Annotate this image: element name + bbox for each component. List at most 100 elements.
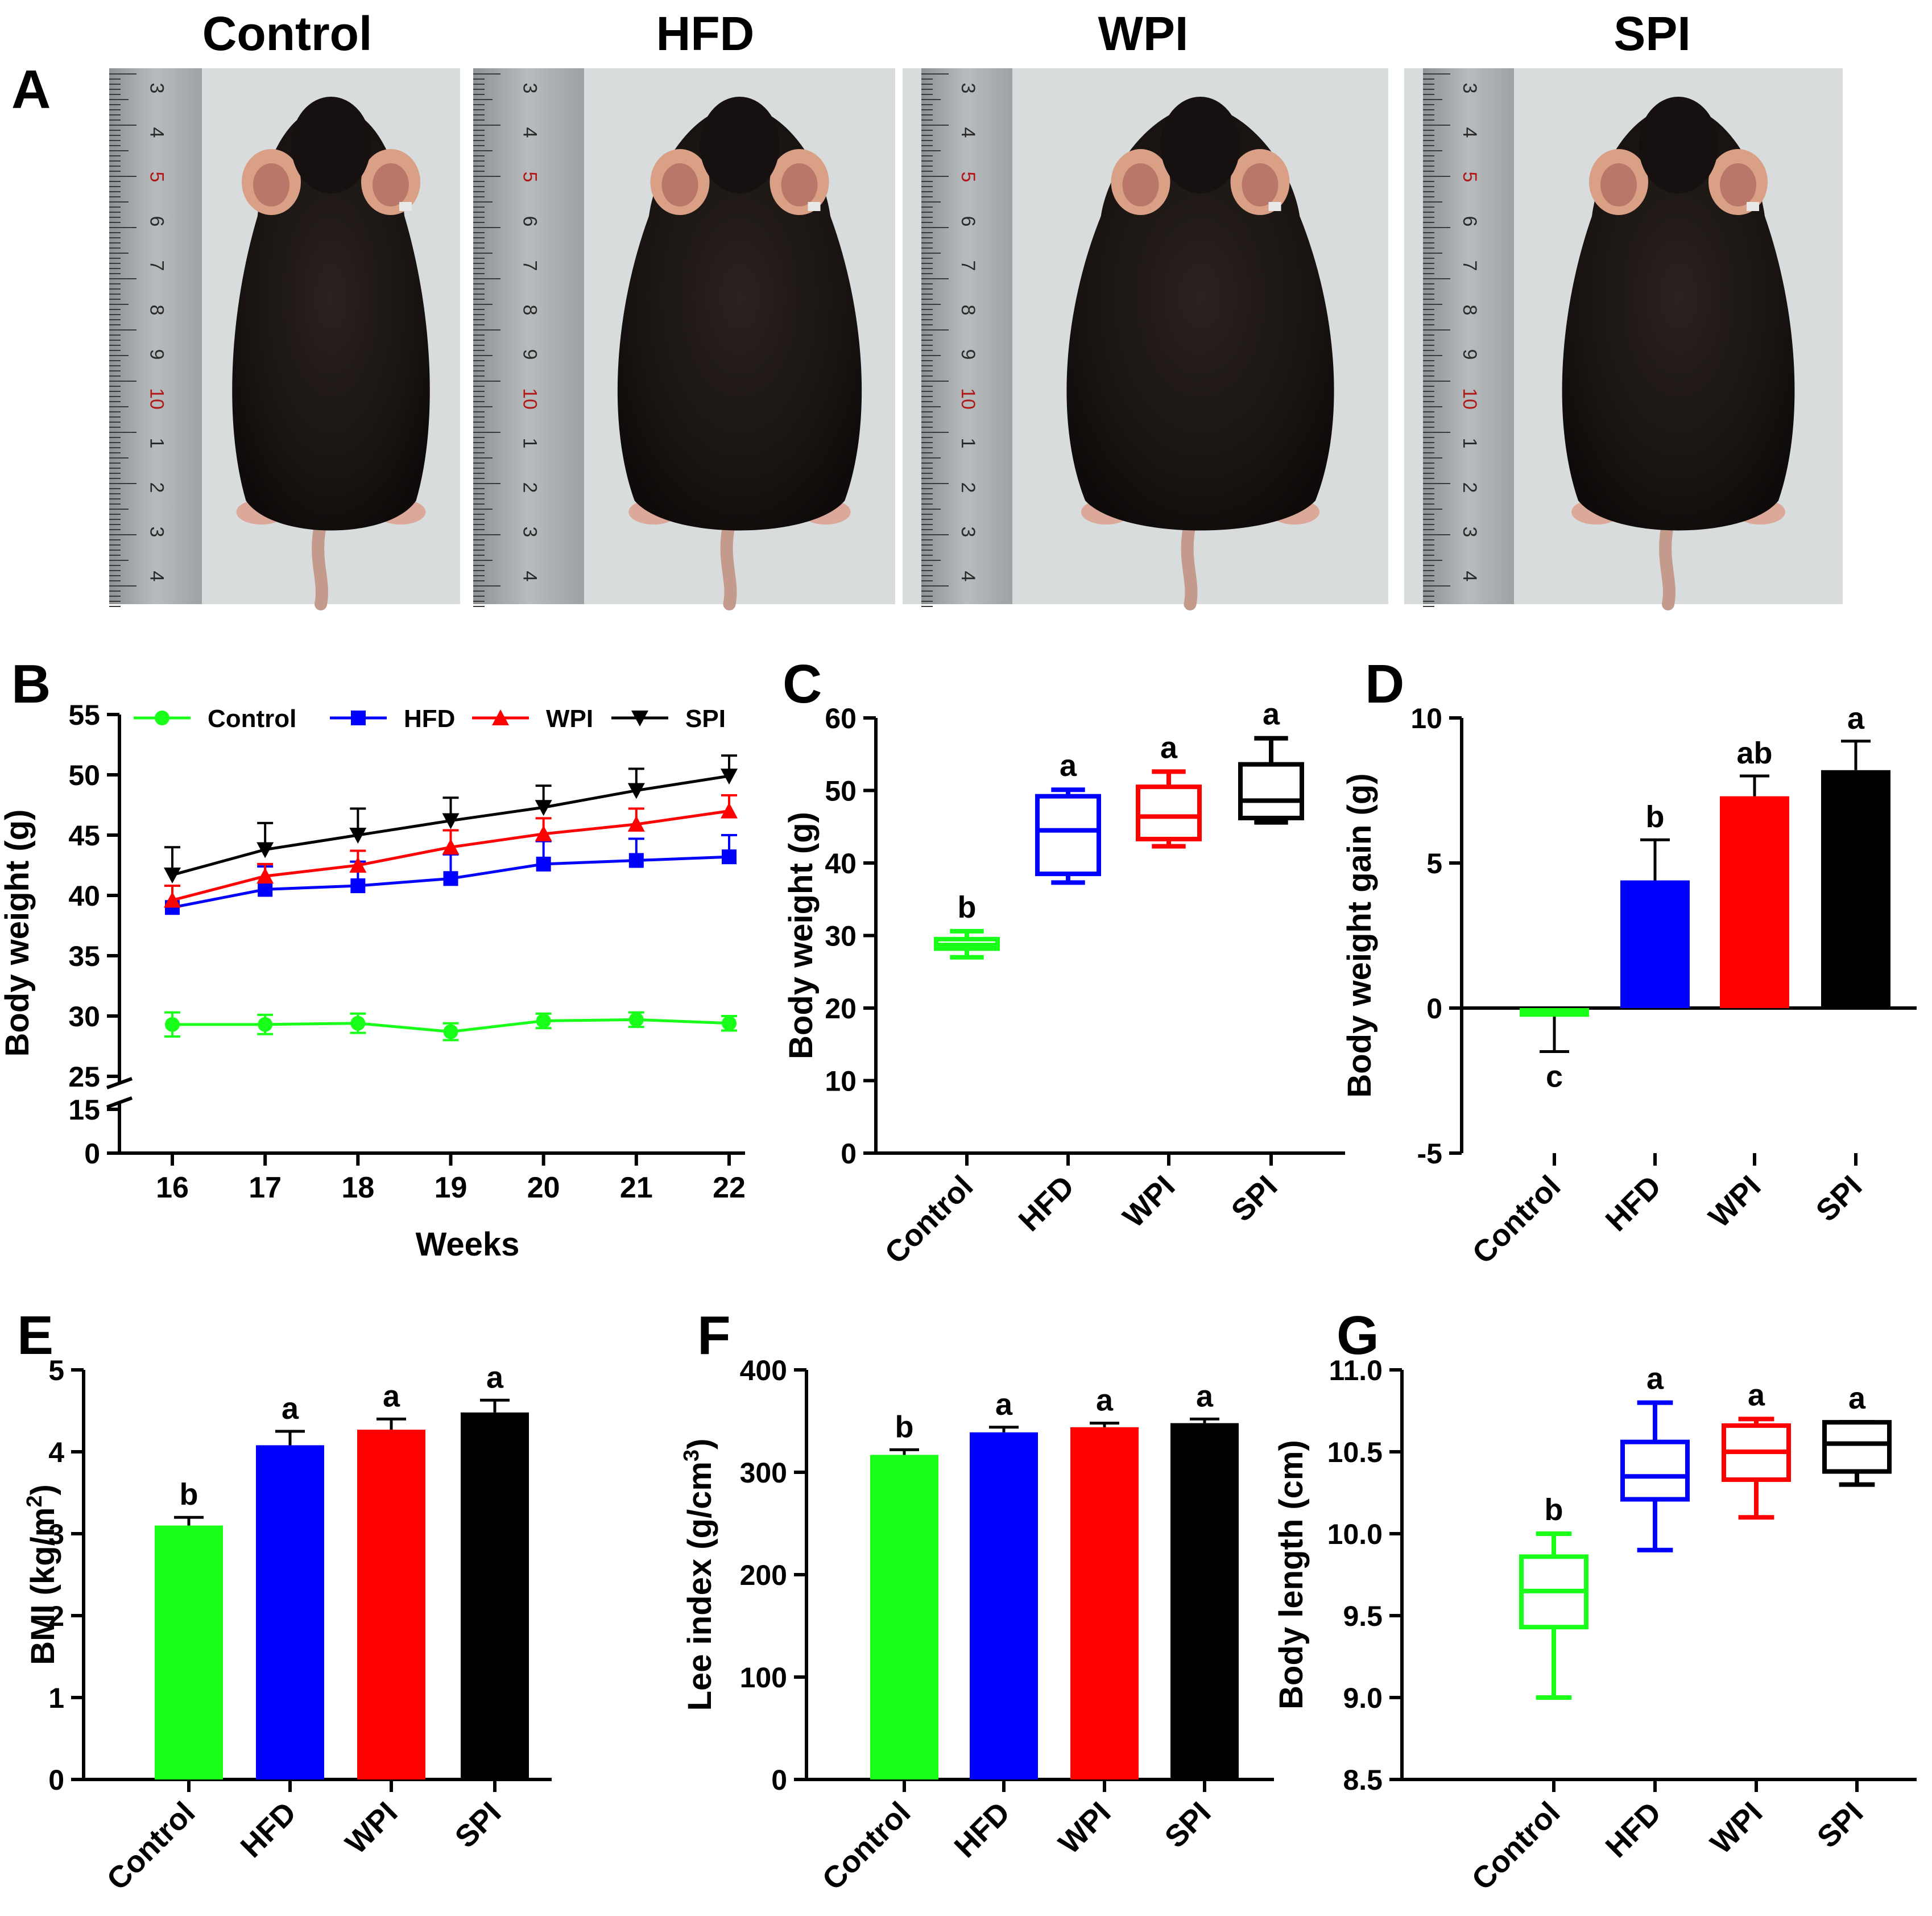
x-tick-label-wpi: WPI — [1116, 1169, 1182, 1234]
significance-letter: a — [1748, 1378, 1765, 1412]
y-tick-label: 35 — [68, 940, 100, 972]
y-tick-label: 4 — [48, 1436, 64, 1468]
bar-control: b — [155, 1477, 223, 1779]
ruler-number: 2 — [1459, 482, 1480, 493]
ruler-number: 5 — [519, 172, 541, 183]
marker-square — [258, 882, 273, 897]
y-tick-label: 0 — [1426, 993, 1442, 1025]
y-tick-label: 0 — [48, 1764, 64, 1796]
panel-label-g: G — [1337, 1305, 1379, 1366]
bar — [461, 1412, 529, 1779]
bar-wpi: ab — [1720, 736, 1789, 1008]
ruler-number: 5 — [146, 172, 168, 183]
significance-letter: a — [282, 1391, 299, 1426]
bar — [1070, 1427, 1139, 1779]
y-tick-label: 300 — [740, 1457, 787, 1489]
marker-triangle-up — [492, 709, 509, 725]
ruler — [473, 68, 584, 604]
panel-label-f: F — [697, 1305, 731, 1366]
bar — [1620, 880, 1690, 1008]
ear-left-inner — [661, 163, 698, 207]
y-tick-label: 30 — [68, 1001, 100, 1033]
mouse — [617, 97, 862, 610]
significance-letter: b — [180, 1477, 198, 1512]
marker-circle — [628, 1012, 644, 1027]
y-tick-label: 3 — [48, 1518, 64, 1550]
x-tick-label-wpi: WPI — [339, 1795, 404, 1861]
x-tick-label-hfd: HFD — [1599, 1795, 1668, 1864]
box-hfd: a — [1620, 1362, 1690, 1552]
bar-wpi: a — [357, 1379, 425, 1779]
significance-letter: b — [1646, 800, 1665, 834]
ruler-number: 6 — [146, 216, 168, 227]
series-control — [164, 1011, 737, 1042]
y-tick-label: 45 — [68, 820, 100, 852]
bar-spi: a — [461, 1360, 529, 1779]
bar-spi: a — [1170, 1379, 1239, 1779]
significance-letter: a — [1848, 1381, 1866, 1415]
y-axis-label-superscript: 3 — [680, 1450, 704, 1461]
marker-triangle-up — [627, 815, 645, 832]
bar-control: b — [870, 1410, 938, 1779]
x-tick-label: 21 — [620, 1171, 653, 1204]
y-tick-label: 5 — [48, 1355, 64, 1386]
ruler-number: 4 — [146, 127, 168, 138]
y-tick-label: 50 — [825, 775, 857, 807]
significance-letter: a — [1160, 730, 1178, 765]
y-axis-label-text: Body weight (g) — [783, 812, 820, 1059]
x-tick-label-wpi: WPI — [1702, 1169, 1768, 1234]
x-tick-label-wpi: WPI — [1704, 1795, 1769, 1861]
ruler-number: 2 — [957, 482, 979, 493]
marker-square — [443, 871, 458, 886]
marker-square — [536, 856, 551, 872]
series-spi — [164, 754, 738, 883]
marker-circle — [443, 1024, 458, 1039]
group-title-hfd: HFD — [656, 7, 755, 60]
x-tick-label: 22 — [713, 1171, 746, 1204]
photo-spi: 3 4 5 6 7 8 9 10 1 2 3 4 — [1404, 68, 1843, 610]
y-axis-label-text: Lee index (g/cm — [681, 1461, 718, 1711]
significance-letter: b — [1545, 1493, 1563, 1527]
bar-spi: a — [1821, 701, 1890, 1008]
group-title-control: Control — [202, 7, 373, 60]
box-wpi: a — [1722, 1378, 1791, 1520]
ruler-number: 1 — [519, 438, 541, 449]
y-tick-label: 20 — [825, 993, 857, 1025]
significance-letter: c — [1546, 1060, 1563, 1094]
y-tick-label: 0 — [84, 1138, 100, 1170]
significance-letter: a — [1196, 1379, 1214, 1413]
significance-letter: a — [1263, 697, 1280, 732]
chart-g-box: 8.5 9.0 9.5 10.0 10.5 11.0 Body length (cm) Con… — [1273, 1355, 1917, 1897]
x-tick-label-control: Control — [1466, 1169, 1567, 1270]
box-spi: a — [1822, 1381, 1892, 1487]
ruler-number: 9 — [1459, 349, 1480, 360]
ruler-number: 8 — [519, 305, 541, 316]
y-axis-label: Lee index (g/cm3) — [680, 1439, 718, 1711]
x-tick-label: 18 — [341, 1171, 374, 1204]
marker-circle — [155, 711, 169, 725]
y-tick-label: 15 — [68, 1094, 100, 1126]
y-tick-label: 55 — [68, 699, 100, 731]
x-tick-label-hfd: HFD — [1012, 1169, 1081, 1238]
ruler-number: 3 — [146, 83, 168, 94]
box-wpi: a — [1136, 730, 1202, 849]
ruler-ticks: 3 4 5 6 7 8 9 10 1 2 3 4 — [109, 73, 168, 607]
y-tick-label: 9.0 — [1343, 1682, 1383, 1714]
ruler-number: 3 — [1459, 83, 1480, 94]
group-title-wpi: WPI — [1098, 7, 1189, 60]
y-axis-label: Body weight (g) — [0, 810, 36, 1057]
significance-letter: ab — [1736, 736, 1772, 770]
legend-item-wpi: WPI — [472, 705, 593, 733]
bar — [357, 1430, 425, 1779]
y-tick-label: 10 — [825, 1066, 857, 1097]
y-axis-label: BMI (kg/m2) — [23, 1484, 61, 1665]
chart-f-bar: 0 100 200 300 400 Lee index (g/cm3) Control HFD… — [680, 1355, 1274, 1897]
bar-hfd: a — [256, 1391, 324, 1779]
ruler-number: 3 — [146, 527, 168, 538]
panel-label-b: B — [11, 654, 51, 715]
mouse — [232, 97, 430, 610]
y-tick-label: 50 — [68, 759, 100, 791]
panel-label-c: C — [783, 654, 822, 715]
ruler-number: 9 — [519, 349, 541, 360]
